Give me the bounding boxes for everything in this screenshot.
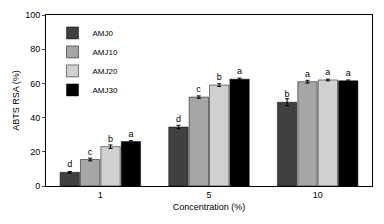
svg-text:Concentration (%): Concentration (%) (173, 202, 246, 212)
svg-text:c: c (196, 84, 201, 94)
svg-text:10: 10 (313, 190, 323, 200)
svg-text:b: b (217, 72, 222, 82)
svg-text:20: 20 (30, 147, 40, 157)
svg-text:80: 80 (30, 44, 40, 54)
svg-text:d: d (67, 159, 72, 169)
svg-text:b: b (108, 134, 113, 144)
svg-text:a: a (346, 68, 351, 78)
svg-text:AMJ20: AMJ20 (93, 67, 118, 76)
svg-text:AMJ30: AMJ30 (93, 86, 118, 95)
svg-text:0: 0 (35, 181, 40, 191)
svg-text:d: d (176, 114, 181, 124)
svg-text:5: 5 (206, 190, 211, 200)
svg-text:1: 1 (98, 190, 103, 200)
svg-text:a: a (128, 129, 133, 139)
svg-text:ABTS RSA (%): ABTS RSA (%) (11, 70, 21, 131)
svg-text:AMJ0: AMJ0 (93, 29, 114, 38)
svg-text:100: 100 (25, 10, 40, 20)
svg-text:c: c (88, 147, 93, 157)
svg-text:a: a (325, 67, 330, 77)
svg-text:60: 60 (30, 79, 40, 89)
svg-text:a: a (305, 69, 310, 79)
svg-text:40: 40 (30, 113, 40, 123)
svg-text:AMJ10: AMJ10 (93, 48, 118, 57)
svg-text:b: b (285, 89, 290, 99)
svg-text:a: a (237, 66, 242, 76)
